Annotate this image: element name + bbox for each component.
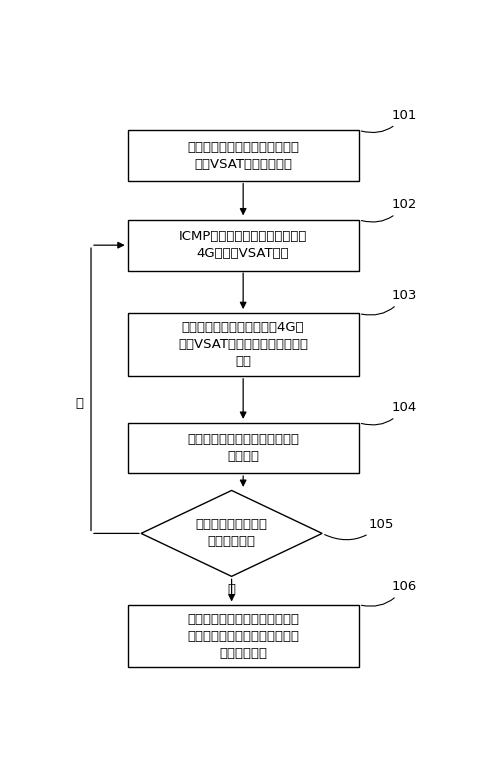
Bar — [128, 604, 359, 667]
Bar — [128, 220, 359, 270]
Bar — [128, 314, 359, 376]
Text: 104: 104 — [361, 401, 416, 425]
Text: 中央处理器分别对获取到的4G网
络与VSAT网络数据样本日志进行
分析: 中央处理器分别对获取到的4G网 络与VSAT网络数据样本日志进行 分析 — [178, 322, 308, 368]
Text: 103: 103 — [361, 289, 417, 315]
Bar — [128, 130, 359, 181]
Bar — [128, 422, 359, 474]
Text: 窄带控制链路通信单元得到中央
处理器需要切换网络的指令后，
进行网络切换: 窄带控制链路通信单元得到中央 处理器需要切换网络的指令后， 进行网络切换 — [187, 612, 299, 660]
Text: 网络切换判定单元进行计算选择
最优网络: 网络切换判定单元进行计算选择 最优网络 — [187, 433, 299, 463]
Text: ICMP协议测试单元通过发包检测
4G网络与VSAT网络: ICMP协议测试单元通过发包检测 4G网络与VSAT网络 — [179, 230, 307, 260]
Text: 中央处理器判定是否
需要切换网络: 中央处理器判定是否 需要切换网络 — [196, 518, 267, 549]
Text: 否: 否 — [76, 397, 83, 410]
Text: 101: 101 — [361, 109, 417, 133]
Text: 102: 102 — [361, 198, 417, 222]
Text: 是: 是 — [228, 583, 236, 596]
Text: 106: 106 — [361, 580, 416, 606]
Polygon shape — [141, 491, 322, 577]
Text: 网络控制切换设备启动后，默认
接入VSAT卫星宽带网络: 网络控制切换设备启动后，默认 接入VSAT卫星宽带网络 — [187, 140, 299, 170]
Text: 105: 105 — [325, 518, 394, 539]
